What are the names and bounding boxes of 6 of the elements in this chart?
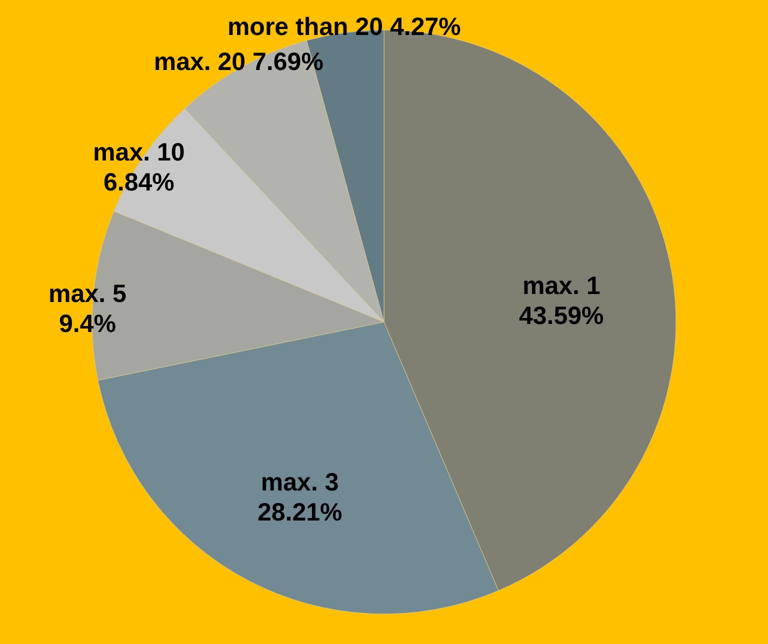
data-label: 28.21% [257, 498, 342, 526]
slice-label: max. 1 [522, 272, 600, 300]
slice-label: max. 20 7.69% [154, 48, 324, 76]
data-label: 43.59% [518, 302, 604, 330]
slice-label: max. 3 [260, 468, 339, 496]
slice-label: max. 10 [93, 138, 185, 167]
